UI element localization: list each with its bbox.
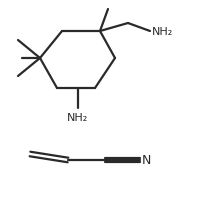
Text: NH₂: NH₂	[152, 27, 173, 37]
Text: N: N	[142, 154, 151, 167]
Text: NH₂: NH₂	[67, 112, 89, 122]
